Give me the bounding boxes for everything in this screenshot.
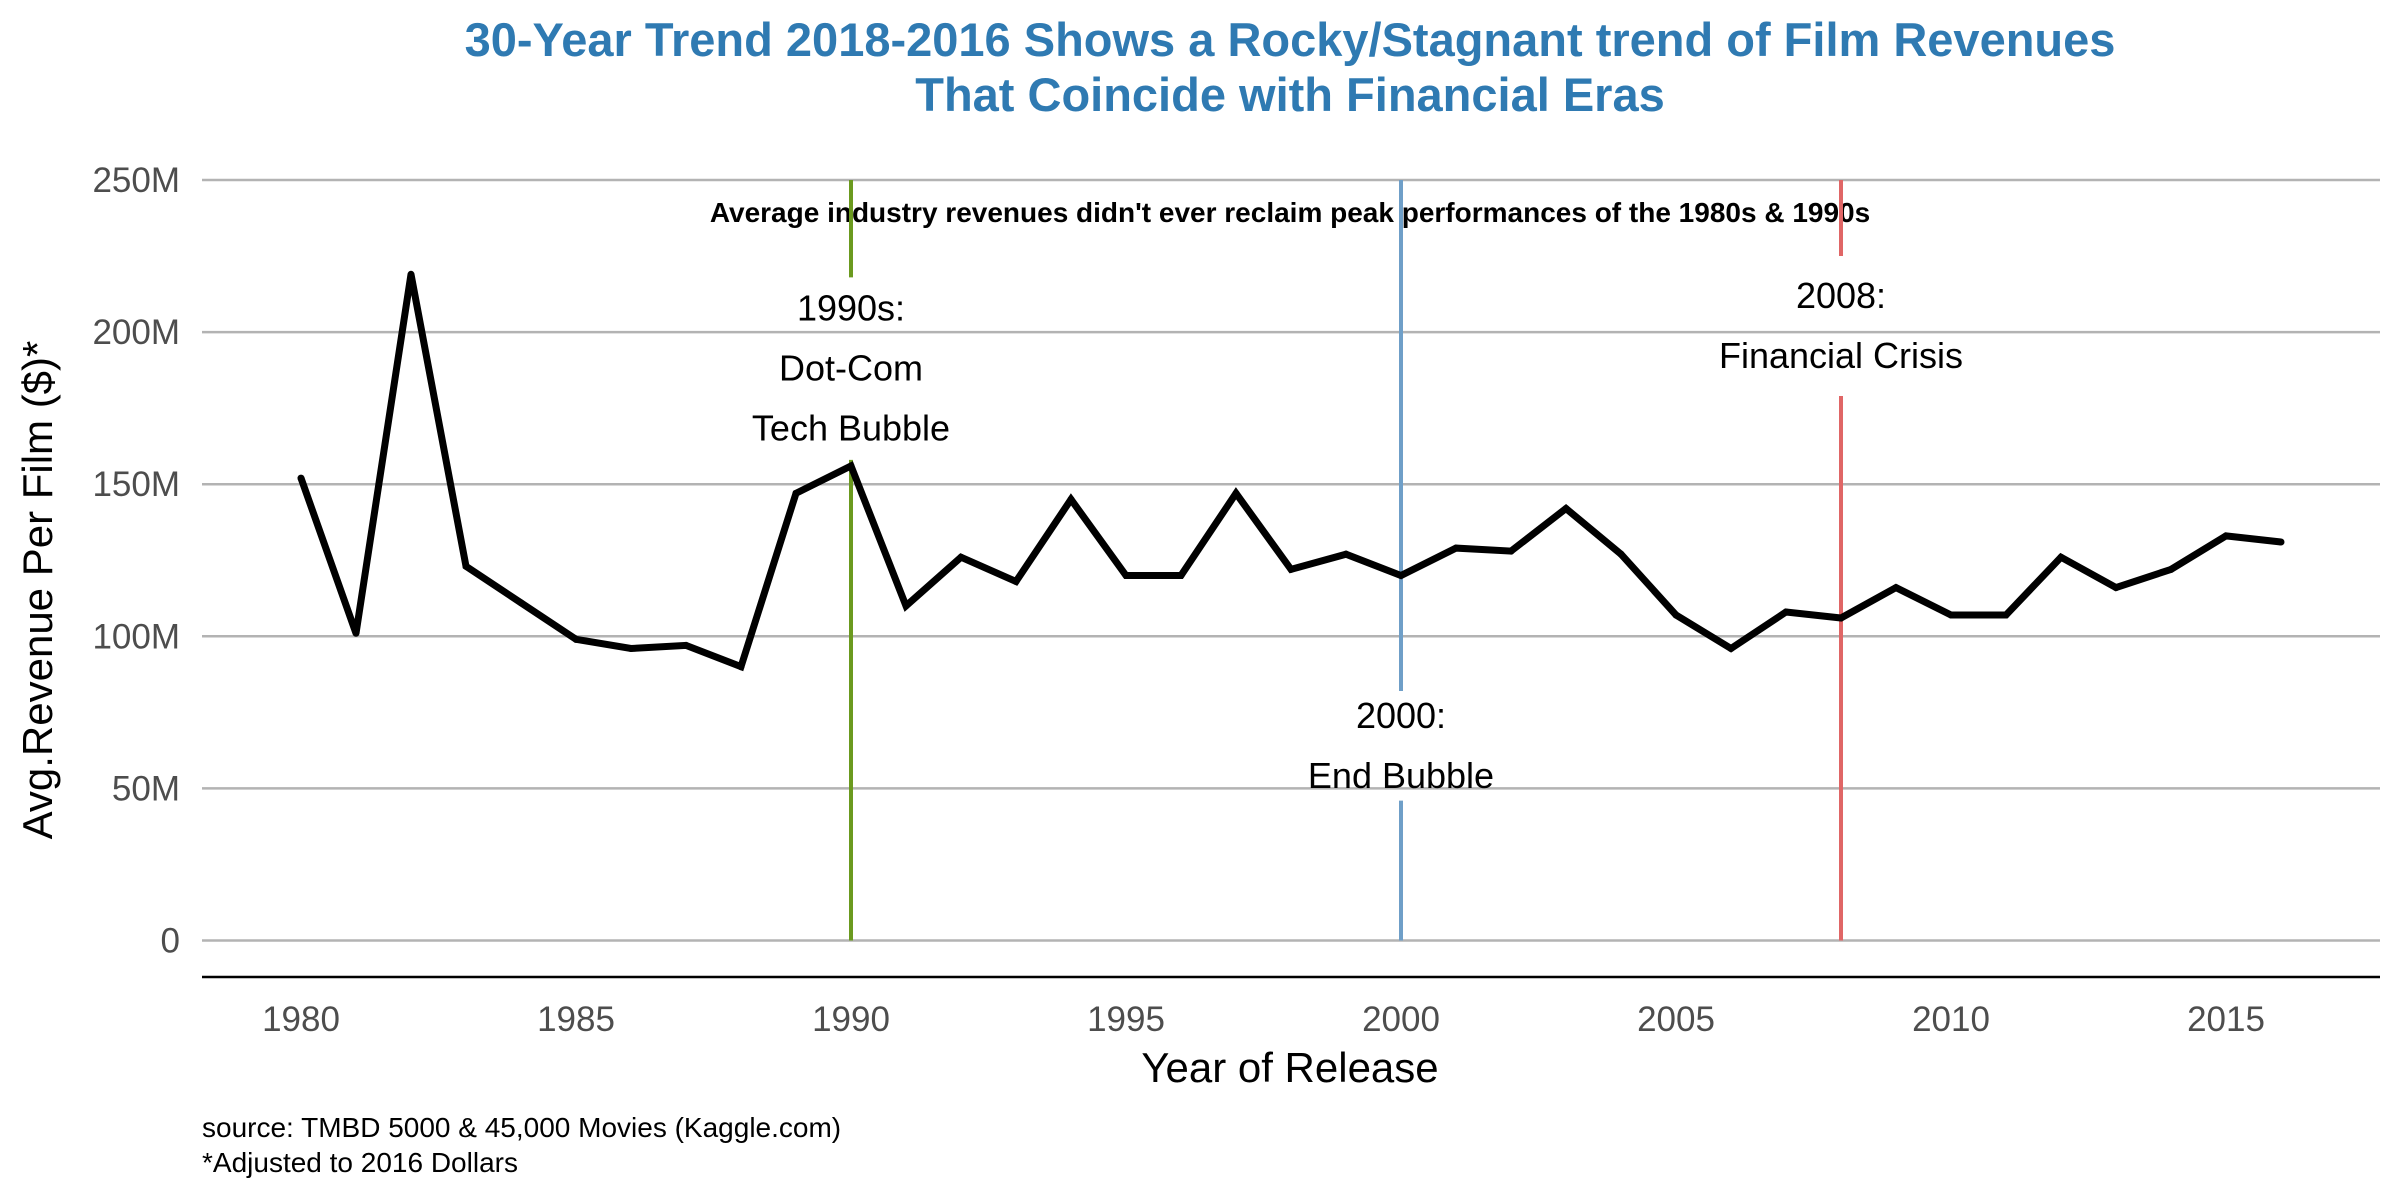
- chart-title-line-2: That Coincide with Financial Eras: [915, 68, 1665, 121]
- data-point-2015: [2222, 532, 2230, 540]
- data-point-1989: [792, 489, 800, 497]
- era-annotation-0-line-0: 1990s:: [797, 288, 905, 329]
- data-point-1988: [737, 663, 745, 671]
- data-point-2011: [2002, 611, 2010, 619]
- data-point-2006: [1727, 644, 1735, 652]
- x-tick-label-3: 1995: [1087, 1000, 1165, 1039]
- data-point-1982: [407, 270, 415, 278]
- data-point-1998: [1287, 565, 1295, 573]
- x-tick-label-4: 2000: [1362, 1000, 1440, 1039]
- data-point-2003: [1562, 505, 1570, 513]
- x-axis-title: Year of Release: [1141, 1044, 1438, 1091]
- data-point-2010: [1947, 611, 1955, 619]
- era-annotations: 1990s: Dot-Com Tech Bubble 2000: End Bubble 2…: [752, 275, 1963, 796]
- data-point-2000: [1397, 571, 1405, 579]
- data-point-1990: [847, 462, 855, 470]
- era-annotation-2-line-0: 2008:: [1796, 275, 1886, 316]
- era-annotation-1-line-0: 2000:: [1356, 695, 1446, 736]
- data-point-1980: [297, 474, 305, 482]
- y-tick-label-5: 250M: [92, 161, 180, 200]
- caption-note: *Adjusted to 2016 Dollars: [202, 1147, 518, 1178]
- x-tick-label-2: 1990: [812, 1000, 890, 1039]
- x-tick-label-7: 2015: [2187, 1000, 2265, 1039]
- data-point-2012: [2057, 553, 2065, 561]
- data-point-2009: [1892, 584, 1900, 592]
- data-point-1981: [352, 629, 360, 637]
- data-point-2014: [2167, 565, 2175, 573]
- era-annotation-0-line-1: Dot-Com: [779, 348, 923, 389]
- y-tick-label-4: 200M: [92, 313, 180, 352]
- data-point-1983: [462, 562, 470, 570]
- y-tick-label-2: 100M: [92, 617, 180, 656]
- gridlines: [202, 178, 2380, 942]
- data-point-1999: [1342, 550, 1350, 558]
- era-annotation-2-line-1: Financial Crisis: [1719, 335, 1963, 376]
- data-point-2013: [2112, 584, 2120, 592]
- y-axis-title: Avg.Revenue Per Film ($)*: [14, 341, 61, 840]
- data-point-1991: [902, 602, 910, 610]
- era-annotation-1-line-1: End Bubble: [1308, 755, 1494, 796]
- data-point-1997: [1232, 489, 1240, 497]
- y-tick-label-3: 150M: [92, 465, 180, 504]
- x-axis-ticks: 1980 1985 1990 1995 2000 2005 2010 2015: [262, 1000, 2265, 1039]
- data-point-2008: [1837, 614, 1845, 622]
- data-point-1987: [682, 641, 690, 649]
- data-point-2002: [1507, 547, 1515, 555]
- data-point-2016: [2277, 538, 2285, 546]
- chart-titles: 30-Year Trend 2018-2016 Shows a Rocky/St…: [465, 13, 2116, 228]
- chart-subtitle: Average industry revenues didn't ever re…: [710, 197, 1870, 228]
- y-tick-label-0: 0: [161, 921, 180, 960]
- data-point-1994: [1067, 495, 1075, 503]
- chart-title-line-1: 30-Year Trend 2018-2016 Shows a Rocky/St…: [465, 13, 2116, 66]
- data-point-1996: [1177, 571, 1185, 579]
- data-point-1992: [957, 553, 965, 561]
- data-point-1985: [572, 635, 580, 643]
- series-group: [297, 270, 2285, 672]
- data-point-2005: [1672, 611, 1680, 619]
- x-tick-label-5: 2005: [1637, 1000, 1715, 1039]
- data-point-2004: [1617, 550, 1625, 558]
- y-tick-label-1: 50M: [112, 769, 180, 808]
- data-point-1984: [517, 599, 525, 607]
- data-point-2001: [1452, 544, 1460, 552]
- x-tick-label-1: 1985: [537, 1000, 615, 1039]
- era-vertical-lines: [849, 180, 1843, 941]
- caption-source: source: TMBD 5000 & 45,000 Movies (Kaggl…: [202, 1112, 841, 1143]
- data-point-1995: [1122, 571, 1130, 579]
- data-point-1986: [627, 644, 635, 652]
- data-point-1993: [1012, 578, 1020, 586]
- y-axis-ticks: 0 50M 100M 150M 200M 250M: [92, 161, 180, 960]
- data-point-2007: [1782, 608, 1790, 616]
- x-tick-label-0: 1980: [262, 1000, 340, 1039]
- era-annotation-0-line-2: Tech Bubble: [752, 408, 950, 449]
- x-tick-label-6: 2010: [1912, 1000, 1990, 1039]
